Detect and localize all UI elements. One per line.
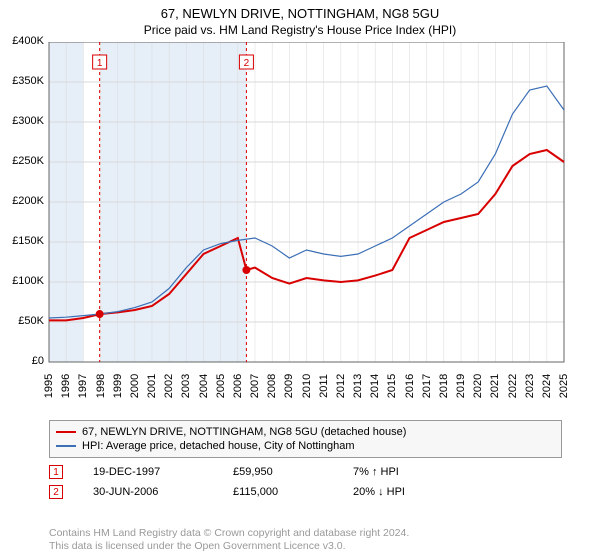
x-tick-label: 2023 [524,371,536,401]
x-tick-label: 2007 [249,371,261,401]
svg-text:1: 1 [97,58,103,69]
chart-svg: 12 [0,42,600,412]
legend-item-hpi: HPI: Average price, detached house, City… [56,439,555,453]
x-tick-label: 2004 [198,371,210,401]
x-tick-label: 2025 [558,371,570,401]
x-tick-label: 2003 [180,371,192,401]
x-tick-label: 2018 [438,371,450,401]
chart-container: 67, NEWLYN DRIVE, NOTTINGHAM, NG8 5GU Pr… [0,0,600,560]
x-tick-label: 2020 [472,371,484,401]
x-tick-label: 2009 [283,371,295,401]
legend: 67, NEWLYN DRIVE, NOTTINGHAM, NG8 5GU (d… [49,420,562,458]
x-tick-label: 1995 [43,371,55,401]
x-tick-label: 2012 [335,371,347,401]
y-tick-label: £350K [0,75,44,87]
x-tick-label: 2001 [146,371,158,401]
chart-subtitle: Price paid vs. HM Land Registry's House … [0,21,600,37]
x-tick-label: 2019 [455,371,467,401]
event-row-1: 1 19-DEC-1997 £59,950 7% ↑ HPI [49,462,562,482]
x-tick-label: 2014 [369,371,381,401]
x-tick-label: 2011 [318,371,330,401]
event-delta-1: 7% ↑ HPI [353,466,399,478]
chart-plot-area: 12 £0£50K£100K£150K£200K£250K£300K£350K£… [0,42,600,412]
attribution-line2: This data is licensed under the Open Gov… [49,540,562,554]
x-tick-label: 2008 [266,371,278,401]
y-tick-label: £200K [0,195,44,207]
chart-title: 67, NEWLYN DRIVE, NOTTINGHAM, NG8 5GU [0,0,600,21]
legend-swatch-property [56,431,76,433]
event-date-2: 30-JUN-2006 [93,486,203,498]
event-badge-2: 2 [49,485,63,499]
y-tick-label: £250K [0,155,44,167]
legend-item-property: 67, NEWLYN DRIVE, NOTTINGHAM, NG8 5GU (d… [56,425,555,439]
x-tick-label: 2022 [507,371,519,401]
x-tick-label: 2016 [404,371,416,401]
x-tick-label: 2006 [232,371,244,401]
attribution: Contains HM Land Registry data © Crown c… [49,527,562,554]
x-tick-label: 2005 [215,371,227,401]
attribution-line1: Contains HM Land Registry data © Crown c… [49,527,562,541]
x-tick-label: 2010 [301,371,313,401]
svg-text:2: 2 [244,58,250,69]
event-badge-1: 1 [49,465,63,479]
x-tick-label: 1996 [60,371,72,401]
y-tick-label: £400K [0,35,44,47]
x-tick-label: 2017 [421,371,433,401]
events-table: 1 19-DEC-1997 £59,950 7% ↑ HPI 2 30-JUN-… [49,462,562,502]
event-price-2: £115,000 [233,486,323,498]
legend-label-property: 67, NEWLYN DRIVE, NOTTINGHAM, NG8 5GU (d… [82,426,406,438]
y-tick-label: £0 [0,355,44,367]
y-tick-label: £300K [0,115,44,127]
x-tick-label: 2015 [386,371,398,401]
x-tick-label: 1997 [77,371,89,401]
event-date-1: 19-DEC-1997 [93,466,203,478]
legend-label-hpi: HPI: Average price, detached house, City… [82,440,355,452]
event-delta-2: 20% ↓ HPI [353,486,405,498]
x-tick-label: 1999 [112,371,124,401]
x-tick-label: 2002 [163,371,175,401]
event-price-1: £59,950 [233,466,323,478]
y-tick-label: £100K [0,275,44,287]
y-tick-label: £150K [0,235,44,247]
x-tick-label: 2024 [541,371,553,401]
x-tick-label: 1998 [95,371,107,401]
legend-swatch-hpi [56,445,76,447]
x-tick-label: 2021 [489,371,501,401]
y-tick-label: £50K [0,315,44,327]
event-row-2: 2 30-JUN-2006 £115,000 20% ↓ HPI [49,482,562,502]
x-tick-label: 2013 [352,371,364,401]
x-tick-label: 2000 [129,371,141,401]
